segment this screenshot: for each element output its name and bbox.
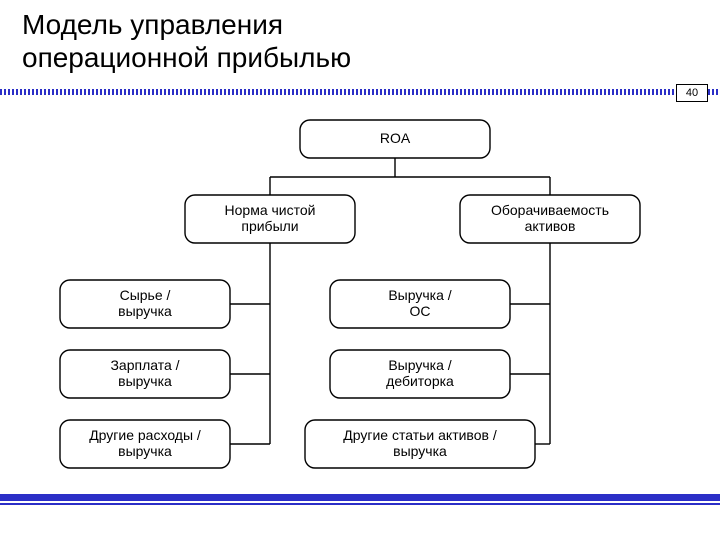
header-stripe [0, 89, 720, 95]
svg-text:ОС: ОС [410, 303, 431, 319]
svg-text:Выручка /: Выручка / [388, 287, 451, 303]
title-line-2: операционной прибылью [22, 42, 351, 73]
page-number-box: 40 [676, 84, 708, 102]
org-chart: ROA Норма чистойприбыли Оборачиваемостьакт… [0, 105, 720, 495]
header-separator [0, 86, 720, 98]
svg-text:Сырье /: Сырье / [120, 287, 171, 303]
page-number: 40 [686, 87, 698, 99]
svg-text:выручка: выручка [118, 373, 172, 389]
node-l1: Сырье /выручка [60, 280, 230, 328]
node-r1: Выручка /ОС [330, 280, 510, 328]
node-l3: Другие расходы /выручка [60, 420, 230, 468]
svg-text:активов: активов [525, 218, 576, 234]
footer-thin-line [0, 503, 720, 505]
node-left: Норма чистойприбыли [185, 195, 355, 243]
slide-title: Модель управления операционной прибылью [22, 8, 351, 74]
svg-text:выручка: выручка [393, 443, 447, 459]
svg-text:выручка: выручка [118, 443, 172, 459]
svg-text:Норма чистой: Норма чистой [225, 202, 316, 218]
svg-text:Другие статьи активов /: Другие статьи активов / [343, 427, 497, 443]
svg-text:Другие расходы /: Другие расходы / [89, 427, 201, 443]
title-line-1: Модель управления [22, 9, 283, 40]
svg-text:Зарплата /: Зарплата / [110, 357, 179, 373]
svg-text:прибыли: прибыли [241, 218, 298, 234]
diagram-canvas: ROA Норма чистойприбыли Оборачиваемостьакт… [0, 105, 720, 495]
node-r3: Другие статьи активов /выручка [305, 420, 535, 468]
svg-text:дебиторка: дебиторка [386, 373, 454, 389]
svg-text:Оборачиваемость: Оборачиваемость [491, 202, 609, 218]
footer-band [0, 494, 720, 508]
node-right: Оборачиваемостьактивов [460, 195, 640, 243]
node-l2: Зарплата /выручка [60, 350, 230, 398]
footer-thick-line [0, 494, 720, 501]
svg-text:Выручка /: Выручка / [388, 357, 451, 373]
svg-text:выручка: выручка [118, 303, 172, 319]
svg-text:ROA: ROA [380, 130, 411, 146]
node-root: ROA [300, 120, 490, 158]
node-r2: Выручка /дебиторка [330, 350, 510, 398]
